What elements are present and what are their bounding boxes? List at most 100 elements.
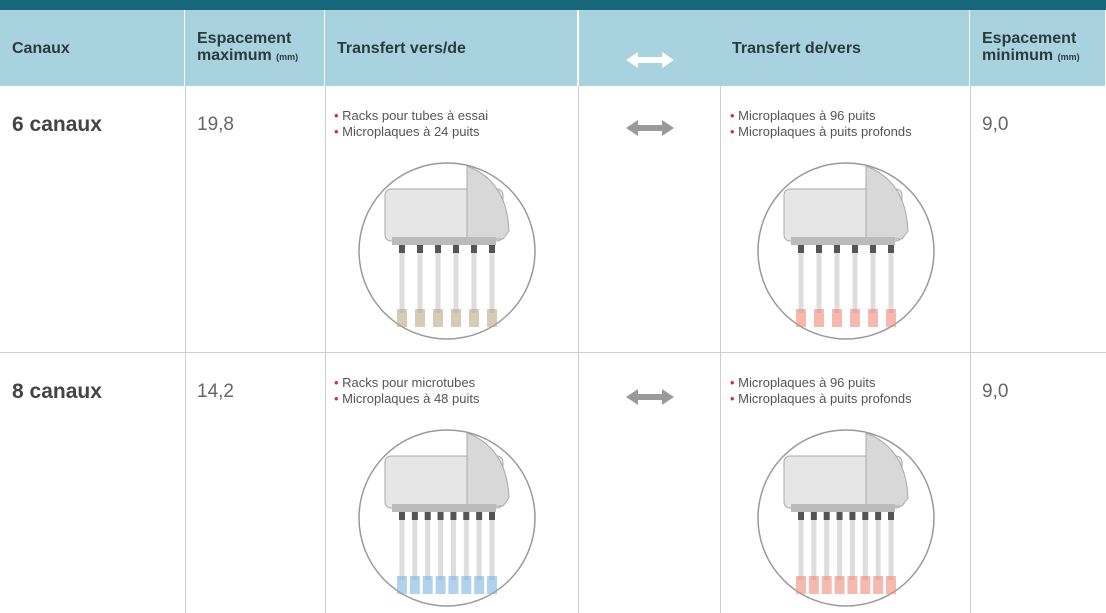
transfer-item: Microplaques à 96 puits — [730, 375, 912, 391]
shape — [862, 512, 869, 520]
shape — [870, 245, 876, 253]
shape — [875, 512, 882, 520]
column-line — [325, 86, 326, 613]
shape — [886, 309, 896, 327]
transfer-item: Racks pour tubes à essai — [334, 108, 488, 124]
header-label: Transfert vers/de — [337, 39, 466, 57]
shape — [816, 245, 822, 253]
header-cell: Transfert de/vers — [720, 10, 970, 86]
shape — [886, 576, 896, 594]
header-cell: Canaux — [0, 10, 185, 86]
column-line — [578, 86, 579, 613]
header-text: Espacement maximum (mm) — [197, 30, 324, 66]
shape — [873, 576, 884, 594]
shape — [852, 245, 858, 253]
top-bar — [0, 0, 1106, 10]
channels: 6 canaux — [12, 113, 102, 136]
shape — [814, 309, 824, 327]
column-line — [720, 86, 721, 613]
shape — [849, 512, 856, 520]
transfer-list: Microplaques à 96 puitsMicroplaques à pu… — [730, 375, 912, 407]
shape — [860, 576, 871, 594]
header-cell: Espacement maximum (mm) — [185, 10, 325, 86]
pipette-illustration — [757, 162, 935, 340]
shape — [832, 309, 842, 327]
shape — [487, 309, 497, 327]
shape — [888, 245, 894, 253]
shape — [489, 245, 495, 253]
shape — [461, 576, 472, 594]
header-label: Transfert de/vers — [732, 39, 861, 57]
shape — [476, 512, 483, 520]
max-spacing: 14,2 — [197, 381, 234, 402]
shape — [466, 432, 510, 507]
shape — [808, 576, 819, 594]
shape — [392, 504, 496, 512]
shape — [791, 504, 895, 512]
header-unit: (mm) — [276, 52, 299, 62]
shape — [409, 576, 420, 594]
shape — [796, 309, 806, 327]
shape — [417, 245, 423, 253]
header-text: Transfert vers/de — [337, 40, 466, 57]
header-text: Transfert de/vers — [732, 40, 861, 57]
shape — [836, 512, 843, 520]
shape — [821, 576, 832, 594]
shape — [466, 165, 510, 240]
shape — [411, 512, 418, 520]
transfer-item: Microplaques à 96 puits — [730, 108, 912, 124]
transfer-item: Racks pour microtubes — [334, 375, 479, 391]
transfer-item: Microplaques à 24 puits — [334, 124, 488, 140]
max-spacing: 19,8 — [197, 114, 234, 135]
shape — [865, 432, 909, 507]
shape — [798, 512, 804, 520]
column-line — [185, 86, 186, 613]
shape — [435, 245, 441, 253]
shape — [471, 245, 477, 253]
shape — [791, 237, 895, 245]
shape — [433, 309, 443, 327]
shape — [422, 576, 433, 594]
min-spacing: 9,0 — [982, 114, 1009, 135]
shape — [397, 309, 407, 327]
shape — [450, 512, 457, 520]
transfer-list: Racks pour microtubesMicroplaques à 48 p… — [334, 375, 479, 407]
transfer-list: Racks pour tubes à essaiMicroplaques à 2… — [334, 108, 488, 140]
header-label: Espacement minimum — [982, 30, 1077, 64]
shape — [397, 576, 407, 594]
shape — [392, 237, 496, 245]
shape — [487, 576, 497, 594]
shape — [796, 576, 806, 594]
row-line — [0, 352, 1106, 353]
shape — [399, 512, 405, 520]
shape — [847, 576, 858, 594]
shape — [489, 512, 495, 520]
pipette-illustration — [358, 429, 536, 607]
row-arrow — [626, 120, 674, 405]
pipette-illustration — [757, 429, 935, 607]
column-line — [970, 86, 971, 613]
shape — [823, 512, 830, 520]
transfer-item: Microplaques à puits profonds — [730, 124, 911, 140]
shape — [453, 245, 459, 253]
shape — [451, 309, 461, 327]
shape — [435, 576, 446, 594]
header-unit: (mm) — [1057, 52, 1080, 62]
shape — [834, 245, 840, 253]
transfer-list: Microplaques à 96 puitsMicroplaques à pu… — [730, 108, 912, 140]
header-divider — [578, 10, 579, 86]
header-cell: Transfert vers/de — [325, 10, 578, 86]
transfer-item: Microplaques à 48 puits — [334, 391, 479, 407]
pipette-illustration — [358, 162, 536, 340]
shape — [798, 245, 804, 253]
transfer-item: Microplaques à puits profonds — [730, 391, 911, 407]
header-text: Espacement minimum (mm) — [982, 30, 1105, 66]
shape — [474, 576, 485, 594]
header-text: Canaux — [12, 40, 70, 57]
shape — [888, 512, 894, 520]
header-label: Canaux — [12, 39, 70, 57]
channels: 8 canaux — [12, 380, 102, 403]
shape — [415, 309, 425, 327]
